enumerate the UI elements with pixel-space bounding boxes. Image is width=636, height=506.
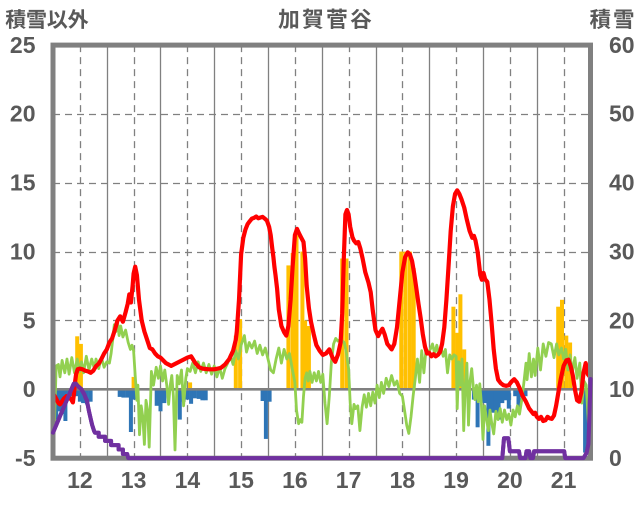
svg-text:10: 10 (609, 376, 635, 402)
svg-text:14: 14 (175, 467, 201, 493)
svg-text:30: 30 (609, 238, 635, 264)
svg-text:10: 10 (10, 238, 36, 264)
svg-text:15: 15 (10, 170, 36, 196)
svg-text:21: 21 (551, 467, 577, 493)
svg-text:20: 20 (497, 467, 523, 493)
svg-text:5: 5 (23, 307, 36, 333)
svg-text:25: 25 (10, 32, 36, 58)
svg-text:13: 13 (121, 467, 147, 493)
svg-text:20: 20 (10, 101, 36, 127)
svg-text:19: 19 (443, 467, 469, 493)
svg-text:12: 12 (67, 467, 93, 493)
svg-text:0: 0 (609, 445, 622, 471)
svg-text:0: 0 (23, 376, 36, 402)
svg-text:17: 17 (336, 467, 362, 493)
svg-text:20: 20 (609, 307, 635, 333)
svg-text:-5: -5 (15, 445, 36, 471)
svg-text:15: 15 (228, 467, 254, 493)
svg-text:40: 40 (609, 170, 635, 196)
svg-text:50: 50 (609, 101, 635, 127)
svg-text:18: 18 (390, 467, 416, 493)
svg-text:60: 60 (609, 32, 635, 58)
svg-text:16: 16 (282, 467, 308, 493)
